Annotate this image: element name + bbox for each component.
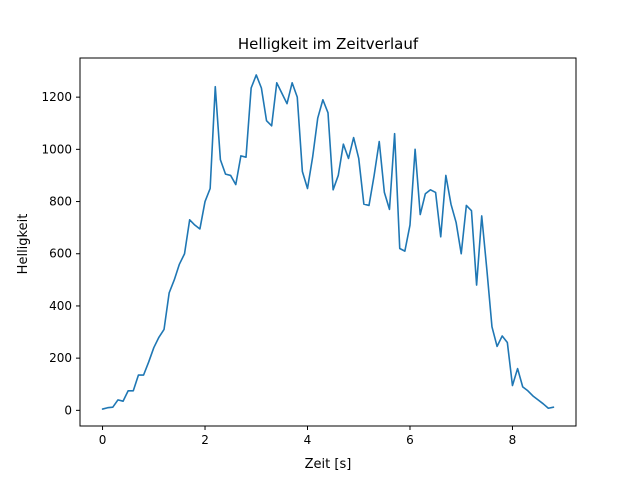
y-tick-label: 400 [49, 299, 72, 313]
y-tick-label: 0 [64, 403, 72, 417]
y-tick-label: 800 [49, 195, 72, 209]
series-line-0 [101, 74, 555, 410]
x-axis: 0 2 4 6 8 [99, 426, 517, 447]
y-tick-label: 600 [49, 247, 72, 261]
x-tick-label: 8 [509, 433, 517, 447]
x-tick-label: 6 [406, 433, 414, 447]
x-tick-label: 2 [201, 433, 209, 447]
x-tick-label: 0 [99, 433, 107, 447]
x-axis-label: Zeit [s] [305, 457, 352, 472]
plot-area [79, 57, 577, 427]
y-axis-label: Helligkeit [16, 214, 31, 275]
y-tick-label: 1200 [41, 90, 72, 104]
y-tick-label: 1000 [41, 142, 72, 156]
chart-title: Helligkeit im Zeitverlauf [238, 35, 419, 53]
plot-frame [79, 57, 577, 427]
y-axis: 0 200 400 600 800 1000 1200 [41, 90, 80, 417]
x-tick-label: 4 [304, 433, 312, 447]
y-tick-label: 200 [49, 351, 72, 365]
